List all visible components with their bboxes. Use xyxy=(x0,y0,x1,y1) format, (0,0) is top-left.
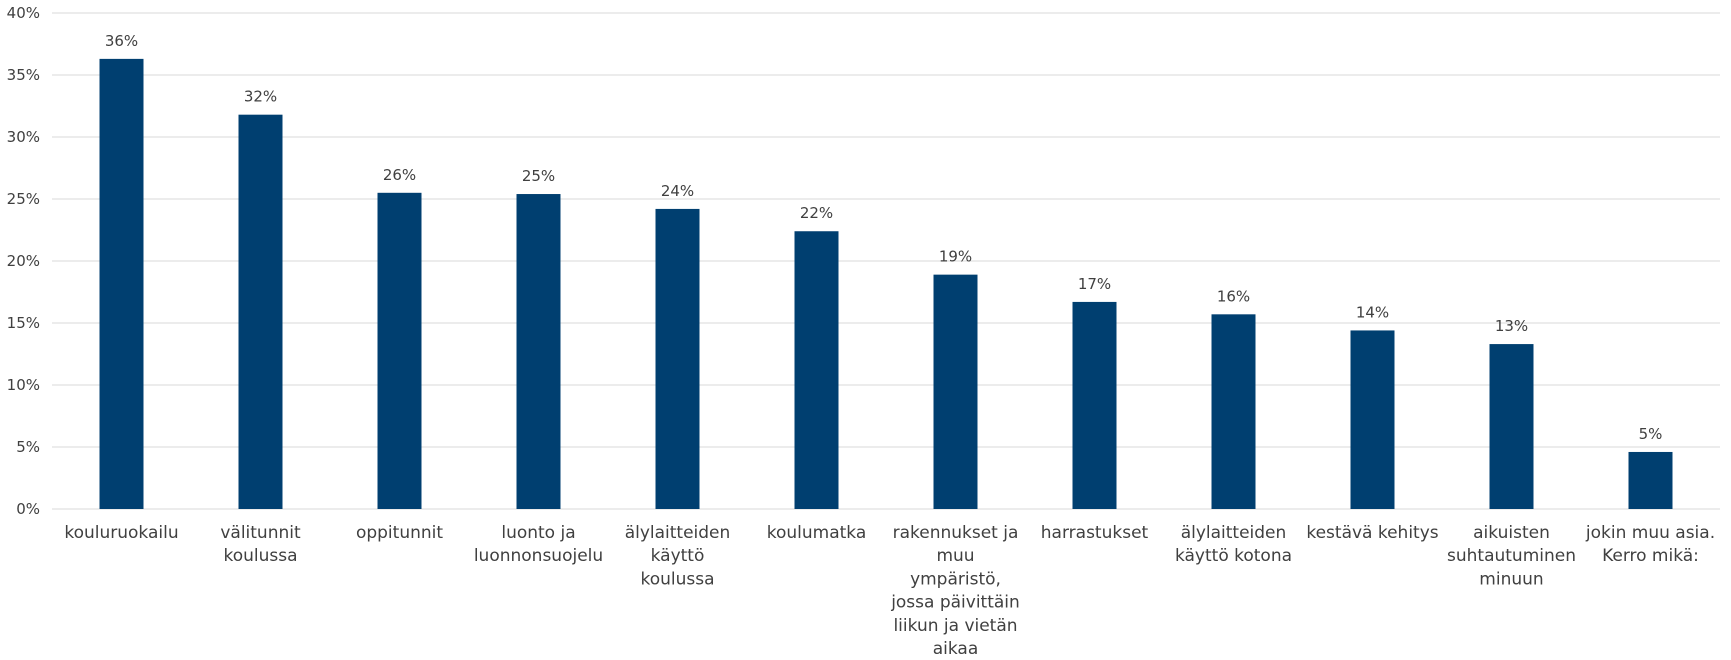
y-tick-label: 5% xyxy=(16,438,40,456)
x-tick-label-line: rakennukset ja xyxy=(893,523,1019,543)
y-tick-label: 30% xyxy=(7,128,40,146)
data-label: 13% xyxy=(1495,317,1528,335)
x-tick-label-line: muu xyxy=(936,546,974,566)
x-tick-label: kouluruokailu xyxy=(64,523,178,543)
grid-layer xyxy=(52,12,1720,510)
y-tick-label: 0% xyxy=(16,500,40,518)
x-tick-label: jokin muu asia. Kerro mikä: xyxy=(1585,523,1715,566)
x-tick-label-line: minuun xyxy=(1479,569,1543,589)
x-tick-label-line: ympäristö, xyxy=(910,569,1001,589)
bar xyxy=(1072,301,1117,509)
y-tick-label: 20% xyxy=(7,252,40,270)
x-tick-label-line: luonnonsuojelu xyxy=(474,546,603,566)
x-tick-label-line: kestävä kehitys xyxy=(1306,523,1438,543)
x-tick-label-line: älylaitteiden xyxy=(1181,523,1287,543)
y-tick-label: 15% xyxy=(7,314,40,332)
x-tick-label-line: aikaa xyxy=(933,639,979,659)
bar xyxy=(933,274,978,509)
x-tick-label-line: harrastukset xyxy=(1041,523,1149,543)
bar xyxy=(516,194,561,510)
y-tick-label: 35% xyxy=(7,66,40,84)
y-tick-label: 25% xyxy=(7,190,40,208)
bar xyxy=(655,208,700,510)
data-label: 25% xyxy=(522,167,555,185)
bar xyxy=(1350,330,1395,509)
x-tick-label-line: älylaitteiden xyxy=(625,523,731,543)
x-tick-label: luonto ja luonnonsuojelu xyxy=(474,523,603,566)
x-tick-label-line: käyttö kotona xyxy=(1175,546,1292,566)
y-tick-label: 40% xyxy=(7,4,40,22)
x-tick-label-line: oppitunnit xyxy=(356,523,443,543)
x-tick-label-line: käyttö xyxy=(651,546,705,566)
x-tick-label-line: luonto ja xyxy=(501,523,575,543)
y-tick-label: 10% xyxy=(7,376,40,394)
x-tick-label-line: koulussa xyxy=(640,569,714,589)
data-label: 32% xyxy=(244,88,277,106)
x-axis: kouluruokailu välitunnit koulussa oppitunni… xyxy=(64,523,1715,659)
x-tick-label: kestävä kehitys xyxy=(1306,523,1438,543)
y-axis: 0% 5% 10% 15% 20% 25% 30% 35% 40% xyxy=(7,4,40,518)
x-tick-label-line: kouluruokailu xyxy=(64,523,178,543)
bar xyxy=(1628,451,1673,509)
bar xyxy=(238,114,283,510)
data-labels-layer: 36% 32% 26% 25% 24% 22% 19% 17% 16% 14% 13% 5% xyxy=(105,32,1663,443)
x-tick-label: älylaitteiden käyttö kotona xyxy=(1175,523,1292,566)
x-tick-label: rakennukset ja muu ympäristö, jossa päivitt… xyxy=(890,523,1020,659)
data-label: 16% xyxy=(1217,287,1250,305)
data-label: 22% xyxy=(800,204,833,222)
x-tick-label-line: jossa päivittäin xyxy=(890,593,1020,613)
x-tick-label: älylaitteiden käyttö koulussa xyxy=(625,523,731,589)
x-tick-label-line: Kerro mikä: xyxy=(1602,546,1699,566)
data-label: 36% xyxy=(105,32,138,50)
bar xyxy=(794,231,839,510)
data-label: 26% xyxy=(383,166,416,184)
x-tick-label-line: liikun ja vietän xyxy=(893,616,1017,636)
x-tick-label: oppitunnit xyxy=(356,523,443,543)
x-tick-label-line: aikuisten xyxy=(1473,523,1550,543)
data-label: 19% xyxy=(939,248,972,266)
x-tick-label: harrastukset xyxy=(1041,523,1149,543)
x-tick-label-line: koulussa xyxy=(223,546,297,566)
x-tick-label-line: välitunnit xyxy=(220,523,301,543)
data-label: 17% xyxy=(1078,275,1111,293)
x-tick-label-line: jokin muu asia. xyxy=(1585,523,1715,543)
bar xyxy=(99,58,144,509)
bar xyxy=(1211,314,1256,509)
x-tick-label: välitunnit koulussa xyxy=(220,523,301,566)
data-label: 14% xyxy=(1356,303,1389,321)
x-tick-label: aikuisten suhtautuminen minuun xyxy=(1447,523,1576,589)
x-tick-label-line: koulumatka xyxy=(767,523,867,543)
x-tick-label: koulumatka xyxy=(767,523,867,543)
data-label: 24% xyxy=(661,182,694,200)
bar xyxy=(377,192,422,510)
data-label: 5% xyxy=(1639,425,1663,443)
x-tick-label-line: suhtautuminen xyxy=(1447,546,1576,566)
bars-layer xyxy=(99,58,1673,510)
bar xyxy=(1489,344,1534,509)
